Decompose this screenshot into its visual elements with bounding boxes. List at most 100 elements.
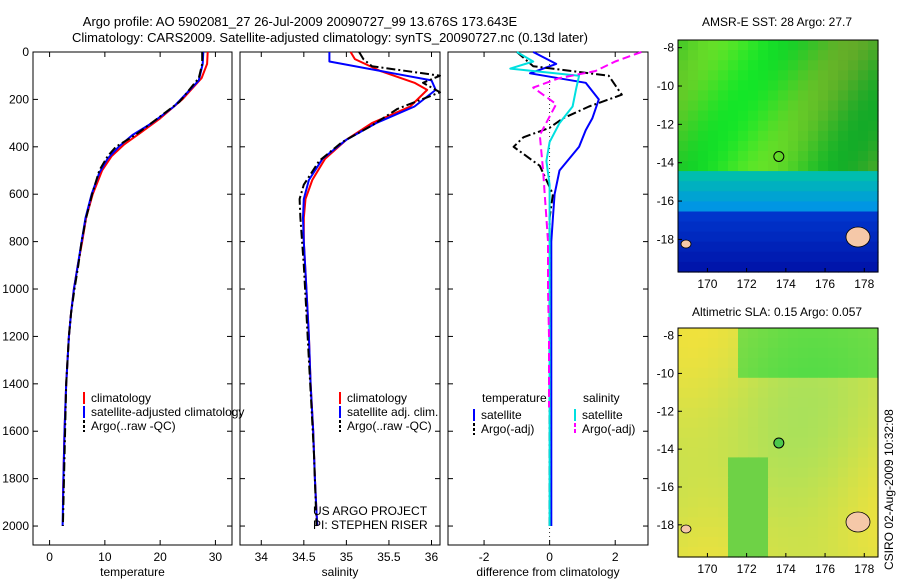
map-cell — [838, 487, 849, 498]
map-cell — [688, 407, 699, 419]
map-cell — [858, 221, 869, 233]
map-cell — [698, 328, 709, 339]
map-cell — [678, 487, 689, 498]
map-cell — [818, 517, 829, 528]
map-cell — [868, 527, 879, 538]
map-cell — [848, 407, 859, 419]
map-cell — [838, 547, 849, 558]
map-cell — [828, 100, 839, 112]
map-cell — [768, 407, 779, 419]
map-cell — [858, 100, 869, 112]
map-cell — [688, 487, 699, 498]
map-cell — [678, 90, 689, 102]
map-y-tick-label: -10 — [657, 79, 675, 93]
map-cell — [798, 397, 809, 409]
map-cell — [798, 161, 809, 172]
map-cell — [858, 427, 869, 439]
map-cell — [848, 387, 859, 399]
map-cell — [848, 221, 859, 233]
map-cell — [718, 338, 729, 349]
map-cell — [828, 60, 839, 71]
map-cell — [778, 537, 789, 548]
map-cell — [748, 251, 759, 263]
map-cell — [808, 457, 819, 468]
map-cell — [748, 357, 759, 369]
map-cell — [688, 70, 699, 81]
map-x-tick-label: 176 — [815, 562, 835, 576]
map-cell — [758, 140, 769, 152]
map-cell — [868, 161, 879, 172]
map-cell — [728, 100, 739, 112]
map-cell — [768, 387, 779, 399]
map-cell — [758, 60, 769, 71]
map-y-tick-label: -8 — [663, 329, 674, 343]
map-cell — [858, 347, 869, 359]
map-cell — [778, 477, 789, 488]
map-cell — [848, 171, 859, 182]
map-cell — [698, 80, 709, 91]
map-cell — [818, 251, 829, 263]
map-cell — [778, 328, 789, 339]
map-cell — [688, 90, 699, 102]
map-cell — [678, 338, 689, 349]
map-cell — [858, 457, 869, 468]
map-cell — [708, 547, 719, 558]
map-cell — [768, 130, 779, 142]
map-cell — [738, 367, 749, 379]
map-cell — [848, 377, 859, 389]
map-cell — [718, 90, 729, 102]
map-cell — [828, 407, 839, 419]
map-cell — [678, 417, 689, 429]
map-cell — [708, 161, 719, 172]
map-cell — [688, 130, 699, 142]
x-axis-label: difference from climatology — [476, 565, 619, 579]
map-cell — [788, 90, 799, 102]
map-cell — [698, 417, 709, 429]
map-cell — [688, 367, 699, 379]
y-tick-label: 0 — [22, 45, 29, 59]
map-cell — [688, 357, 699, 369]
map-cell — [838, 328, 849, 339]
map2-title: Altimetric SLA: 0.15 Argo: 0.057 — [692, 305, 862, 319]
map-cell — [768, 241, 779, 253]
map-cell — [728, 120, 739, 132]
map-cell — [868, 407, 879, 419]
map-cell — [688, 328, 699, 339]
map-cell — [728, 347, 739, 359]
map-cell — [708, 90, 719, 102]
map-cell — [828, 527, 839, 538]
map-cell — [728, 487, 739, 498]
map-cell — [758, 507, 769, 518]
map-cell — [738, 110, 749, 122]
map-cell — [778, 547, 789, 558]
map-cell — [728, 547, 739, 558]
map-cell — [808, 417, 819, 429]
map-cell — [718, 120, 729, 132]
map-cell — [828, 80, 839, 91]
map-cell — [698, 151, 709, 162]
map-cell — [788, 427, 799, 439]
map-cell — [868, 347, 879, 359]
map-cell — [808, 477, 819, 488]
map-cell — [728, 191, 739, 202]
map-cell — [728, 338, 739, 349]
map-cell — [758, 211, 769, 223]
map-cell — [688, 497, 699, 508]
map-cell — [778, 181, 789, 192]
land-island — [680, 239, 692, 249]
map-x-tick-label: 174 — [776, 562, 796, 576]
map-cell — [768, 457, 779, 468]
map-cell — [688, 527, 699, 538]
map-cell — [858, 527, 869, 538]
map-cell — [708, 437, 719, 449]
map-cell — [868, 477, 879, 488]
map-cell — [838, 231, 849, 243]
map-cell — [718, 328, 729, 339]
map-cell — [748, 221, 759, 233]
map-cell — [828, 387, 839, 399]
map-cell — [798, 181, 809, 192]
map-cell — [758, 447, 769, 459]
map-cell — [798, 338, 809, 349]
map-cell — [718, 447, 729, 459]
map-cell — [848, 80, 859, 91]
